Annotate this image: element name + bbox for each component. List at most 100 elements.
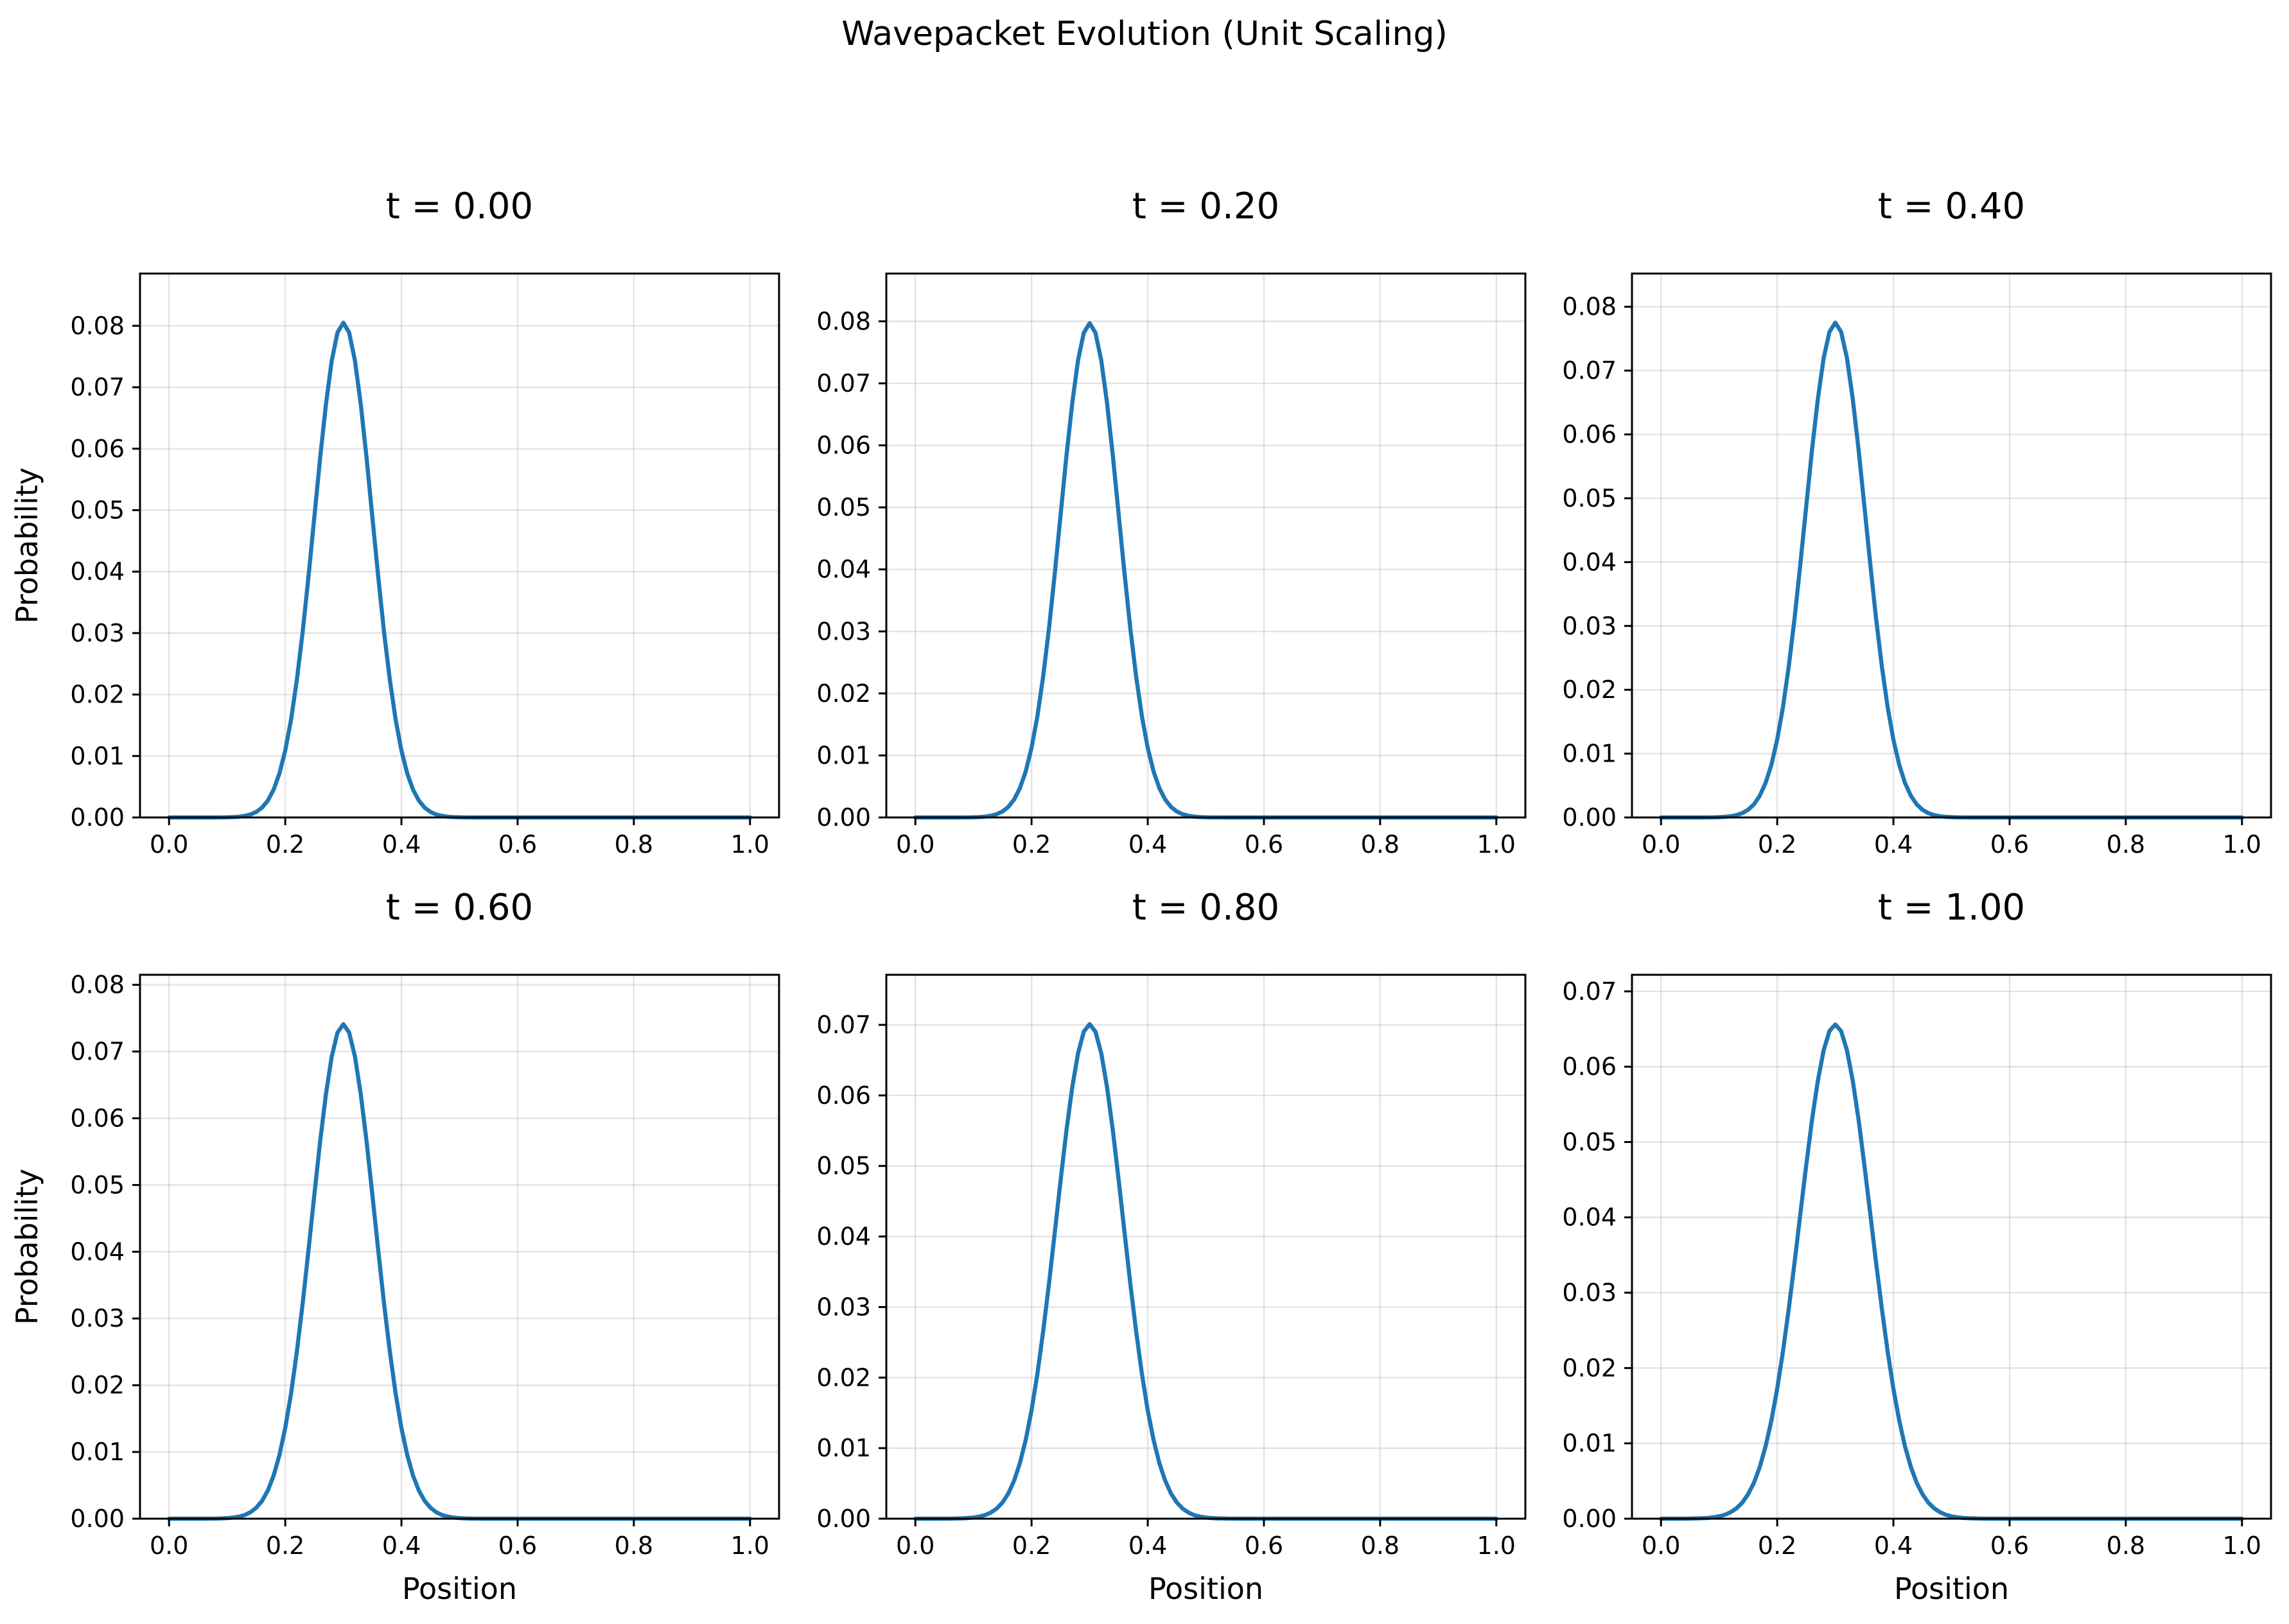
x-tick-label: 0.0 [150, 830, 188, 859]
y-axis-label: Probability [10, 467, 44, 624]
x-tick-label: 0.0 [896, 830, 934, 859]
subplot-2: 0.0 0.2 0.4 0.6 0.8 1.0 0.00 0.01 0.02 0.03 0.04 0.… [816, 186, 1527, 859]
subplot-title: t = 0.60 [386, 887, 533, 929]
x-tick-label: 1.0 [2223, 830, 2261, 859]
x-tick-label: 1.0 [1477, 1532, 1516, 1560]
subplot-title: t = 0.20 [1132, 186, 1279, 227]
y-tick-label: 0.07 [816, 1011, 871, 1039]
axes-frame [1631, 272, 2272, 819]
figure-suptitle: Wavepacket Evolution (Unit Scaling) [841, 15, 1448, 53]
x-tick-label: 0.8 [2107, 1532, 2145, 1560]
x-tick-label: 0.6 [1990, 1532, 2029, 1560]
axes-frame [139, 272, 780, 819]
x-tick-label: 0.0 [150, 1532, 188, 1560]
x-axis-label: Position [1894, 1571, 2009, 1606]
x-axis-label: Position [402, 1571, 517, 1606]
y-tick-label: 0.02 [816, 1363, 871, 1392]
y-tick-label: 0.04 [816, 1223, 871, 1251]
x-tick-label: 1.0 [731, 1532, 769, 1560]
y-tick-label: 0.03 [1562, 1279, 1617, 1307]
y-tick-label: 0.01 [70, 1438, 125, 1466]
y-tick-label: 0.00 [70, 1505, 125, 1533]
y-tick-label: 0.08 [1562, 293, 1617, 321]
y-tick-label: 0.04 [816, 555, 871, 584]
y-tick-label: 0.02 [816, 679, 871, 708]
y-tick-label: 0.07 [816, 369, 871, 397]
x-axis-label: Position [1148, 1571, 1263, 1606]
x-tick-label: 0.4 [382, 1532, 421, 1560]
x-tick-label: 0.0 [896, 1532, 934, 1560]
x-tick-label: 0.2 [1758, 1532, 1796, 1560]
x-tick-label: 0.8 [615, 1532, 653, 1560]
subplot-6: 0.0 0.2 0.4 0.6 0.8 1.0 0.00 0.01 0.02 0.03 0.04 0.… [1562, 887, 2272, 1606]
x-tick-label: 0.4 [1128, 1532, 1167, 1560]
y-tick-label: 0.00 [1562, 803, 1617, 832]
subplot-title: t = 0.40 [1878, 186, 2025, 227]
axes-frame [885, 272, 1527, 819]
x-tick-label: 0.8 [1361, 1532, 1399, 1560]
x-tick-label: 0.8 [2107, 830, 2145, 859]
y-tick-label: 0.01 [1562, 1429, 1617, 1458]
x-tick-label: 0.0 [1642, 830, 1680, 859]
axes-frame [1631, 974, 2272, 1520]
y-tick-label: 0.00 [816, 803, 871, 832]
y-tick-label: 0.05 [816, 1152, 871, 1180]
x-tick-label: 0.0 [1642, 1532, 1680, 1560]
y-tick-label: 0.00 [1562, 1505, 1617, 1533]
y-tick-label: 0.01 [70, 742, 125, 770]
y-tick-label: 0.05 [70, 1171, 125, 1199]
y-tick-label: 0.03 [70, 619, 125, 647]
y-tick-label: 0.08 [816, 307, 871, 335]
y-tick-label: 0.05 [816, 493, 871, 521]
y-tick-label: 0.03 [816, 617, 871, 645]
y-tick-label: 0.06 [1562, 1052, 1617, 1081]
y-tick-label: 0.00 [70, 803, 125, 832]
y-tick-label: 0.08 [70, 971, 125, 999]
x-tick-label: 0.4 [382, 830, 421, 859]
y-tick-label: 0.05 [1562, 1128, 1617, 1156]
y-tick-label: 0.07 [1562, 356, 1617, 385]
x-tick-label: 0.6 [1245, 1532, 1283, 1560]
subplot-title: t = 0.00 [386, 186, 533, 227]
y-tick-label: 0.03 [70, 1304, 125, 1332]
y-tick-label: 0.02 [1562, 1354, 1617, 1382]
x-tick-label: 1.0 [2223, 1532, 2261, 1560]
subplot-4: 0.0 0.2 0.4 0.6 0.8 1.0 0.00 0.01 0.02 0.03 0.04 0.… [10, 887, 780, 1606]
y-tick-label: 0.08 [70, 311, 125, 340]
x-tick-label: 0.4 [1128, 830, 1167, 859]
y-tick-label: 0.04 [70, 557, 125, 586]
x-tick-label: 0.8 [1361, 830, 1399, 859]
axes-frame [885, 974, 1527, 1520]
y-tick-label: 0.06 [816, 432, 871, 460]
y-tick-label: 0.05 [1562, 484, 1617, 512]
axes-frame [139, 974, 780, 1520]
x-tick-label: 0.2 [1012, 1532, 1051, 1560]
y-tick-label: 0.00 [816, 1505, 871, 1533]
y-tick-label: 0.02 [1562, 676, 1617, 704]
x-tick-label: 0.4 [1874, 830, 1913, 859]
y-tick-label: 0.07 [1562, 977, 1617, 1006]
y-tick-label: 0.03 [816, 1293, 871, 1321]
x-tick-label: 0.2 [266, 1532, 304, 1560]
subplot-1: 0.0 0.2 0.4 0.6 0.8 1.0 0.00 0.01 0.02 0.03 0.04 0.… [10, 186, 780, 859]
x-tick-label: 0.8 [615, 830, 653, 859]
x-tick-label: 0.2 [1758, 830, 1796, 859]
y-tick-label: 0.04 [70, 1237, 125, 1266]
subplot-5: 0.0 0.2 0.4 0.6 0.8 1.0 0.00 0.01 0.02 0.03 0.04 0.… [816, 887, 1527, 1606]
subplot-3: 0.0 0.2 0.4 0.6 0.8 1.0 0.00 0.01 0.02 0.03 0.04 0.… [1562, 186, 2272, 859]
x-tick-label: 0.4 [1874, 1532, 1913, 1560]
y-tick-label: 0.01 [816, 1434, 871, 1462]
y-axis-label: Probability [10, 1169, 44, 1325]
x-tick-label: 0.6 [1245, 830, 1283, 859]
y-tick-label: 0.03 [1562, 612, 1617, 640]
y-tick-label: 0.07 [70, 1038, 125, 1066]
y-tick-label: 0.06 [70, 1104, 125, 1132]
y-tick-label: 0.04 [1562, 1203, 1617, 1232]
y-tick-label: 0.04 [1562, 548, 1617, 576]
x-tick-label: 0.6 [1990, 830, 2029, 859]
y-tick-label: 0.02 [70, 1371, 125, 1399]
x-tick-label: 0.6 [498, 830, 537, 859]
y-tick-label: 0.02 [70, 681, 125, 709]
